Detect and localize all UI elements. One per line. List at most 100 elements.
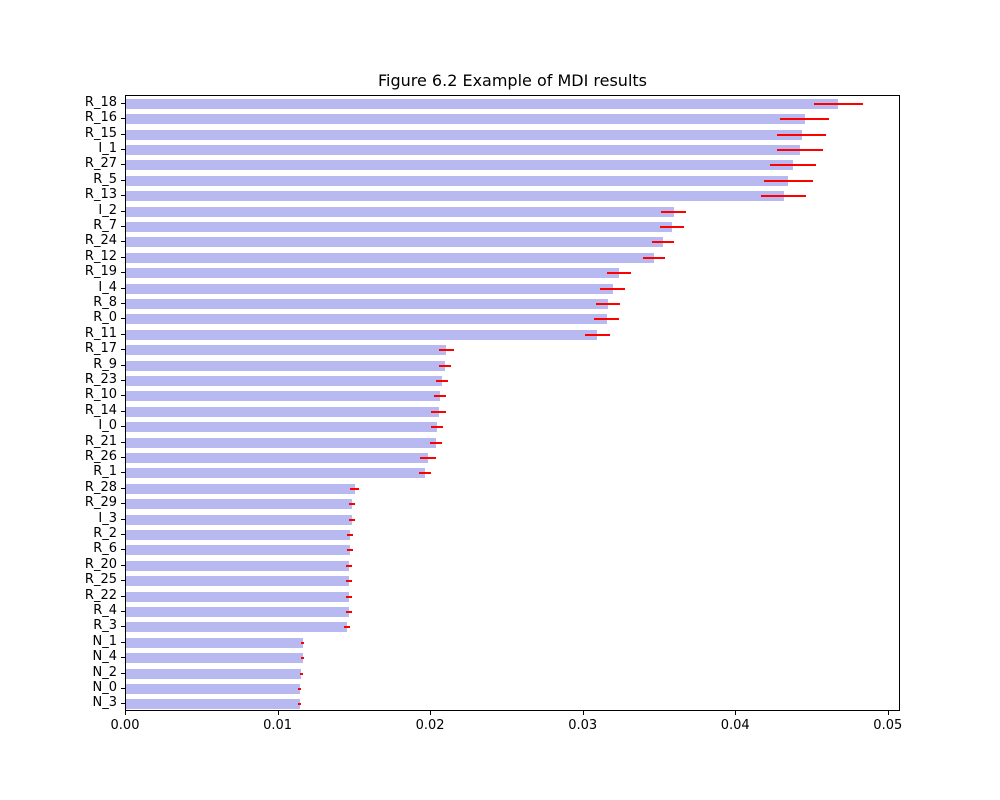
y-tick-mark [121,487,125,489]
y-tick-label: R_12 [84,248,117,264]
y-tick-label: N_0 [92,679,118,695]
bar-R_23 [126,375,442,386]
y-tick-mark [121,225,125,227]
bar-R_24 [126,237,663,248]
x-tick-label: 0.01 [263,718,293,733]
y-tick-mark [121,657,125,659]
x-tick-mark [887,711,889,715]
bar-R_15 [126,129,802,140]
errorbar-R_2 [347,533,354,536]
y-tick-mark [121,364,125,366]
bar-I_4 [126,283,613,294]
y-tick-label: R_17 [84,341,117,357]
errorbar-R_24 [652,241,674,244]
y-tick-mark [121,333,125,335]
y-tick-label: R_21 [84,433,117,449]
errorbar-R_0 [594,318,619,321]
x-tick-label: 0.04 [720,718,750,733]
y-tick-mark [121,672,125,674]
bar-R_25 [126,576,349,587]
errorbar-R_6 [347,549,354,552]
y-tick-mark [121,595,125,597]
y-tick-mark [121,272,125,274]
y-tick-label: R_27 [84,156,117,172]
errorbar-R_10 [434,395,447,398]
bar-N_4 [126,653,303,664]
y-tick-label: R_26 [84,448,117,464]
errorbar-R_3 [344,626,351,629]
bar-R_7 [126,221,673,232]
errorbar-R_27 [769,164,816,167]
bar-R_5 [126,175,789,186]
y-tick-mark [121,410,125,412]
y-tick-mark [121,210,125,212]
x-tick-mark [735,711,737,715]
bar-R_3 [126,622,348,633]
bar-I_1 [126,144,801,155]
y-tick-mark [121,395,125,397]
y-tick-mark [121,148,125,150]
y-tick-mark [121,687,125,689]
errorbar-R_12 [643,256,665,259]
y-tick-mark [121,379,125,381]
y-tick-mark [121,626,125,628]
errorbar-R_7 [659,225,685,228]
errorbar-R_26 [420,456,436,459]
y-tick-label: R_23 [84,371,117,387]
errorbar-I_2 [661,210,686,213]
y-tick-mark [121,426,125,428]
errorbar-R_17 [438,349,454,352]
bar-N_1 [126,637,303,648]
y-tick-label: R_15 [84,125,117,141]
bar-N_3 [126,699,300,710]
errorbar-R_28 [350,487,360,490]
errorbar-R_20 [345,564,352,567]
y-tick-mark [121,349,125,351]
bar-R_9 [126,360,445,371]
bar-R_21 [126,437,436,448]
y-tick-mark [121,503,125,505]
errorbar-N_4 [301,657,305,660]
bar-I_2 [126,206,674,217]
errorbar-N_1 [301,641,305,644]
errorbar-R_18 [814,102,863,105]
bar-R_8 [126,298,609,309]
errorbar-R_8 [595,302,621,305]
bar-R_26 [126,452,429,463]
x-tick-mark [277,711,279,715]
errorbar-N_3 [298,703,302,706]
bar-N_2 [126,668,302,679]
y-tick-label: R_14 [84,402,117,418]
y-tick-label: R_9 [93,356,117,372]
y-tick-label: R_11 [84,325,117,341]
bar-R_6 [126,545,351,556]
y-tick-mark [121,533,125,535]
errorbar-R_29 [348,503,355,506]
y-tick-label: R_7 [93,217,117,233]
errorbar-I_1 [777,148,824,151]
y-tick-label: I_2 [98,202,117,218]
x-tick-label: 0.00 [110,718,140,733]
bar-R_20 [126,560,349,571]
y-tick-label: R_5 [93,171,117,187]
errorbar-R_19 [606,272,631,275]
bar-R_1 [126,468,426,479]
errorbar-R_14 [431,410,447,413]
y-tick-mark [121,564,125,566]
y-tick-label: N_3 [92,695,118,711]
y-tick-label: R_18 [84,94,117,110]
y-tick-mark [121,549,125,551]
y-tick-label: R_0 [93,310,117,326]
errorbar-I_3 [348,518,355,521]
errorbar-R_21 [429,441,442,444]
bar-I_3 [126,514,352,525]
y-tick-label: R_28 [84,479,117,495]
y-tick-label: I_3 [98,510,117,526]
y-tick-mark [121,241,125,243]
y-tick-label: R_1 [93,464,117,480]
x-tick-label: 0.02 [415,718,445,733]
errorbar-R_9 [438,364,451,367]
y-tick-label: R_19 [84,264,117,280]
y-tick-mark [121,472,125,474]
